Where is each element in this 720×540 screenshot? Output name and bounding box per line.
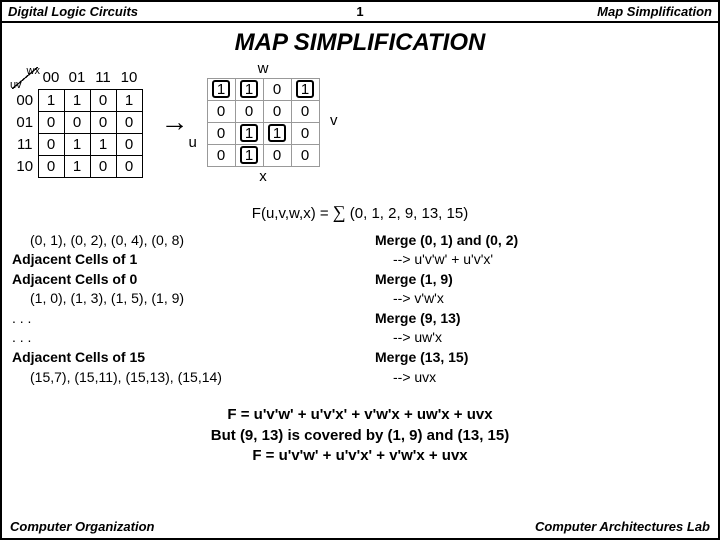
function-expr: F(u,v,w,x) = ∑ (0, 1, 2, 9, 13, 15)	[12, 202, 708, 223]
merge-3: Merge (9, 13)	[375, 309, 708, 329]
adj-15: (15,7), (15,11), (15,13), (15,14)	[30, 368, 345, 388]
axis-u: u	[189, 134, 197, 151]
arrow-icon: →	[161, 106, 189, 138]
footer-right: Computer Architectures Lab	[535, 519, 710, 534]
ellipsis: . . .	[12, 309, 345, 329]
adj-head-0: Adjacent Cells of 0	[12, 270, 345, 290]
result-block: F = u'v'w' + u'v'x' + v'w'x + uw'x + uvx…	[12, 405, 708, 466]
page-title: MAP SIMPLIFICATION	[2, 29, 718, 57]
adj-head-15: Adjacent Cells of 15	[12, 348, 345, 368]
axis-w: w	[258, 60, 269, 77]
merge-1: Merge (0, 1) and (0, 2)	[375, 231, 708, 251]
adj-0: (0, 1), (0, 2), (0, 4), (0, 8)	[30, 231, 345, 251]
merge-3-res: --> uw'x	[393, 328, 708, 348]
adjacency-list: (0, 1), (0, 2), (0, 4), (0, 8) Adjacent …	[12, 231, 345, 388]
result-b: But (9, 13) is covered by (1, 9) and (13…	[12, 426, 708, 446]
axis-v: v	[330, 112, 338, 129]
merge-4-res: --> uvx	[393, 368, 708, 388]
merge-1-res: --> u'v'w' + u'v'x'	[393, 250, 708, 270]
header-center: 1	[356, 4, 363, 19]
kmap-right: w v u x 1101000001100100	[207, 78, 320, 167]
footer-left: Computer Organization	[10, 519, 154, 534]
adj-head-1: Adjacent Cells of 1	[12, 250, 345, 270]
header-bar: Digital Logic Circuits 1 Map Simplificat…	[2, 2, 718, 23]
ellipsis: . . .	[12, 328, 345, 348]
merge-4: Merge (13, 15)	[375, 348, 708, 368]
kmap-left: wxuv00011110001101010000110110100100	[12, 67, 143, 178]
merge-2: Merge (1, 9)	[375, 270, 708, 290]
axis-x: x	[259, 168, 267, 185]
footer-bar: Computer Organization Computer Architect…	[10, 519, 710, 534]
merge-2-res: --> v'w'x	[393, 289, 708, 309]
header-right: Map Simplification	[597, 4, 712, 19]
header-left: Digital Logic Circuits	[8, 4, 138, 19]
result-c: F = u'v'w' + u'v'x' + v'w'x + uvx	[12, 446, 708, 466]
adj-1: (1, 0), (1, 3), (1, 5), (1, 9)	[30, 289, 345, 309]
result-a: F = u'v'w' + u'v'x' + v'w'x + uw'x + uvx	[12, 405, 708, 425]
merge-list: Merge (0, 1) and (0, 2) --> u'v'w' + u'v…	[375, 231, 708, 388]
